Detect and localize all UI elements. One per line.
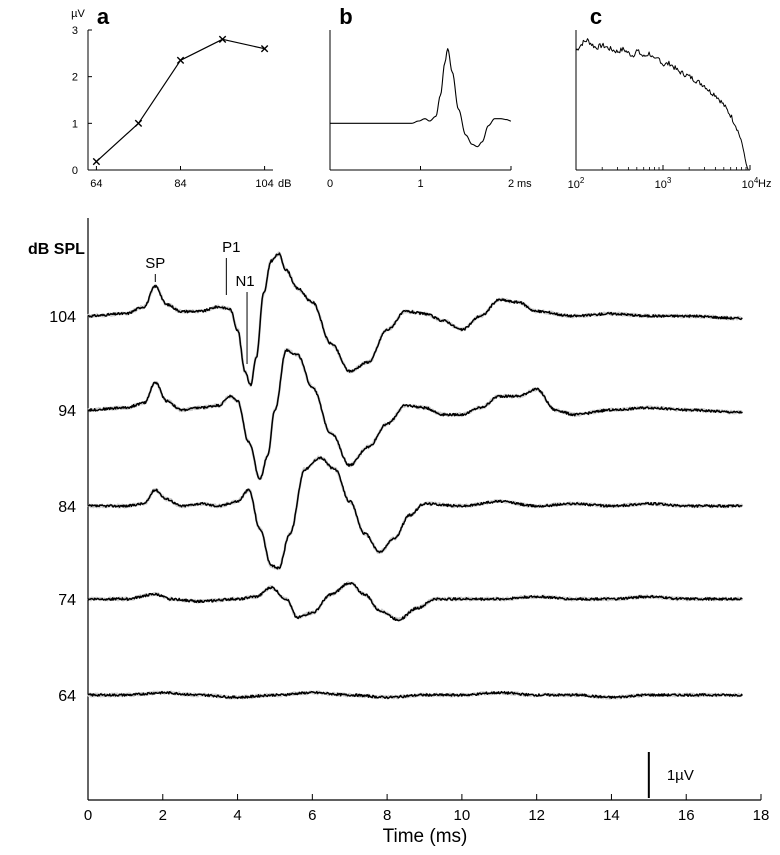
main-x-tick-label: 4	[233, 807, 241, 824]
main-row-label: 64	[58, 688, 76, 705]
panel-c-x-tick-label: 102	[568, 176, 585, 191]
main-x-axis-title: Time (ms)	[383, 826, 468, 847]
main-row-label: 74	[58, 592, 76, 609]
panel-c-x-tick-exponent: 4	[754, 176, 759, 185]
main-x-tick-label: 2	[159, 807, 167, 824]
panel-b-x-tick-label: 0	[327, 178, 333, 190]
panel-a-marker-stroke	[92, 157, 101, 166]
panel-a-marker	[176, 56, 185, 65]
main-x-tick-label: 12	[528, 807, 545, 824]
panel-a-marker-stroke	[134, 119, 143, 128]
main-trace-replicate	[87, 348, 744, 481]
panel-c-series-line	[575, 38, 750, 171]
main-trace-replicate	[87, 251, 743, 387]
main-trace	[87, 252, 743, 387]
panel-a-x-tick-label: 104	[255, 178, 273, 190]
main-trace	[87, 690, 743, 700]
panel-c-x-tick-label: 103	[655, 176, 672, 191]
panel-b-x-unit: ms	[517, 178, 532, 190]
panel-a-x-unit: dB	[278, 178, 291, 190]
panel-b-series-line	[330, 48, 512, 148]
main-x-tick-label: 18	[753, 807, 770, 824]
panel-a-x-tick-label: 64	[90, 178, 102, 190]
panel-a-marker	[134, 119, 143, 128]
panel-a-marker	[92, 157, 101, 166]
panel-c-x-unit: Hz	[758, 178, 771, 190]
main-trace	[87, 456, 743, 570]
annotation-n1-label: N1	[235, 273, 254, 290]
panel-a-marker	[218, 35, 227, 44]
panel-c-x-tick-base: 10	[568, 179, 580, 191]
panel-c-x-tick-exponent: 3	[667, 176, 672, 185]
panel-c-x-tick-base: 10	[655, 179, 667, 191]
panel-a-letter: a	[97, 4, 110, 29]
panel-a-y-unit: µV	[71, 8, 85, 20]
panel-c-x-tick-exponent: 2	[580, 176, 585, 185]
main-y-title: dB SPL	[28, 241, 85, 258]
panel-a-x-tick-label: 84	[174, 178, 186, 190]
panel-b-x-tick-label: 2	[508, 178, 514, 190]
main-row-label: 84	[58, 499, 76, 516]
main-row-label: 94	[58, 403, 76, 420]
panel-c-letter: c	[590, 4, 602, 29]
panel-a-y-tick-label: 0	[72, 165, 78, 177]
panel-a-marker-stroke	[176, 56, 185, 65]
panel-a-y-tick-label: 3	[72, 25, 78, 37]
main-trace	[87, 348, 743, 480]
panel-b-x-tick-label: 1	[417, 178, 423, 190]
panel-a-y-tick-label: 2	[72, 72, 78, 84]
panel-b-letter: b	[339, 4, 352, 29]
main-x-tick-label: 14	[603, 807, 620, 824]
panel-a-marker-stroke	[218, 35, 227, 44]
main-trace	[87, 581, 743, 622]
annotation-sp-label: SP	[145, 255, 165, 272]
panel-a-marker-stroke	[260, 44, 269, 53]
main-x-tick-label: 10	[454, 807, 471, 824]
panel-c-x-tick-base: 10	[742, 179, 754, 191]
panel-a-marker	[260, 44, 269, 53]
main-x-tick-label: 16	[678, 807, 695, 824]
main-x-tick-label: 6	[308, 807, 316, 824]
main-x-tick-label: 8	[383, 807, 391, 824]
scale-bar-label: 1µV	[667, 767, 694, 784]
main-x-tick-label: 0	[84, 807, 92, 824]
main-row-label: 104	[49, 309, 76, 326]
panel-a-y-tick-label: 1	[72, 118, 78, 130]
panel-a-series-line	[95, 38, 265, 163]
panel-c-x-tick-label: 104	[742, 176, 759, 191]
annotation-p1-label: P1	[222, 239, 240, 256]
